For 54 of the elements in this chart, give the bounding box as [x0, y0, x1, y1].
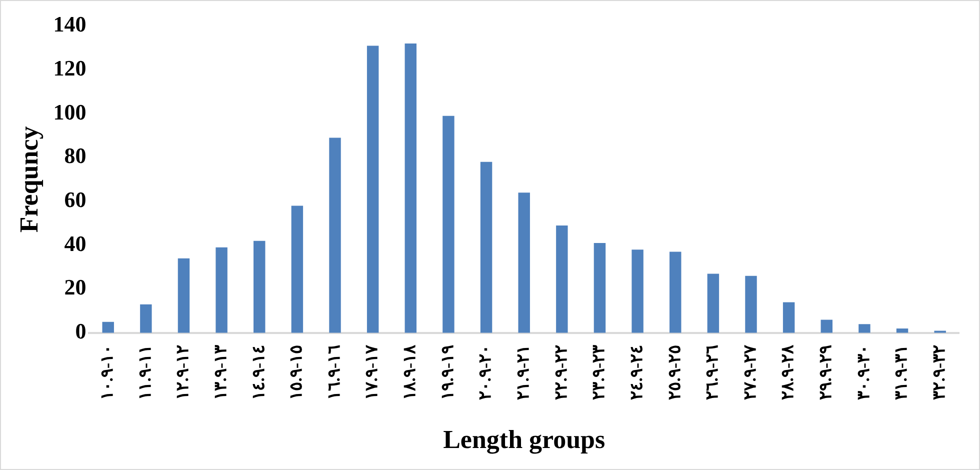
- x-tick-label: ١٩-١٩.٩: [438, 344, 457, 400]
- x-tick-label: ٢٩-٢٩.٩: [816, 344, 836, 400]
- x-tick-label: ٢٠-٢٠.٩: [476, 344, 495, 400]
- x-tick-label: ٢٨-٢٨.٩: [778, 344, 798, 400]
- x-tick-label: ١٣-١٣.٩: [210, 344, 230, 400]
- x-tick-label: ٣١-٣١.٩: [892, 344, 911, 400]
- y-tick-label: 120: [53, 56, 86, 81]
- y-tick-label: 140: [53, 12, 86, 37]
- x-tick-label: ٢٧-٢٧.٩: [740, 344, 760, 400]
- bar: [178, 258, 190, 333]
- bar: [291, 206, 304, 333]
- x-tick-label: ٢٢-٢٢.٩: [551, 344, 570, 400]
- bar: [820, 320, 832, 333]
- bar: [140, 304, 152, 333]
- x-tick-label: ٢٣-٢٣.٩: [589, 344, 608, 400]
- bar: [216, 247, 228, 333]
- bar: [366, 46, 379, 333]
- bar: [518, 192, 530, 333]
- x-tick-label: ٢١-٢١.٩: [513, 344, 532, 400]
- x-tick-label: ٢٦-٢٦.٩: [702, 344, 722, 400]
- bar: [670, 252, 682, 333]
- bar: [707, 274, 720, 333]
- bar: [254, 240, 266, 333]
- y-tick-label: 100: [53, 99, 86, 124]
- bar: [745, 276, 757, 333]
- bar: [858, 324, 870, 333]
- y-tick-label: 80: [64, 143, 86, 168]
- x-tick-label: ١٢-١٢.٩: [173, 344, 192, 400]
- x-tick-label: ٢٥-٢٥.٩: [664, 344, 684, 400]
- y-axis-title: Frequncy: [14, 126, 44, 233]
- bar: [329, 138, 341, 333]
- bar: [404, 44, 417, 333]
- y-tick-label: 20: [64, 274, 86, 300]
- x-tick-label: ٣٠-٣٠.٩: [854, 344, 873, 400]
- y-tick-label: 60: [64, 187, 86, 212]
- x-tick-label: ١٤-١٤.٩: [248, 344, 268, 400]
- x-axis-title: Length groups: [443, 425, 606, 454]
- x-tick-label: ٢٤-٢٤.٩: [626, 344, 646, 400]
- bar: [480, 162, 492, 333]
- y-tick-label: 40: [64, 230, 86, 256]
- y-tick-label: 0: [75, 318, 86, 344]
- x-tick-label: ١٨-١٨.٩: [400, 344, 420, 400]
- bar: [556, 225, 568, 333]
- bar: [632, 250, 644, 333]
- x-tick-label: ٣٢-٣٢.٩: [929, 344, 948, 400]
- bar: [442, 116, 454, 333]
- x-tick-label: ١٦-١٦.٩: [324, 344, 344, 400]
- bar: [782, 302, 795, 333]
- x-tick-label: ١١-١١.٩: [135, 344, 154, 400]
- bar: [594, 243, 606, 333]
- x-tick-label: ١٥-١٥.٩: [286, 344, 306, 400]
- x-tick-label: ١٠-١٠.٩: [98, 344, 116, 400]
- bar: [102, 322, 114, 333]
- x-tick-label: ١٧-١٧.٩: [362, 344, 382, 400]
